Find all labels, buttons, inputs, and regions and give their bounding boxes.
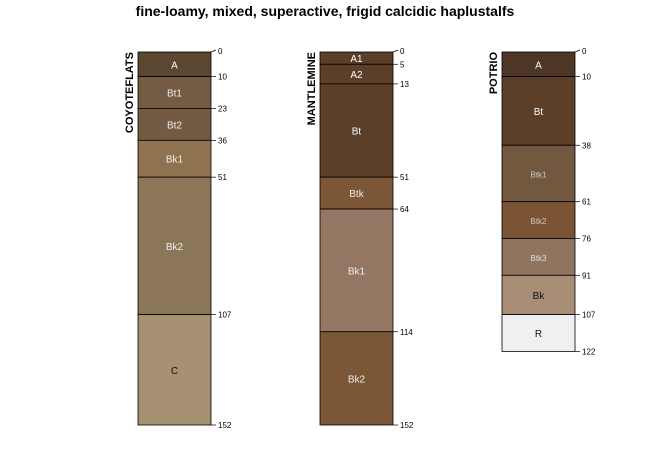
horizon-label: Bt bbox=[352, 127, 362, 138]
horizon-label: Bt bbox=[534, 107, 544, 118]
horizon-label: Bt2 bbox=[167, 120, 182, 131]
depth-label: 0 bbox=[218, 47, 223, 56]
depth-label: 122 bbox=[582, 347, 596, 356]
depth-label: 0 bbox=[582, 47, 587, 56]
depth-label: 10 bbox=[218, 73, 227, 82]
depth-label: 10 bbox=[582, 73, 591, 82]
horizon bbox=[137, 176, 212, 315]
horizon-label: Bk bbox=[533, 291, 546, 302]
horizon-label: Bk2 bbox=[348, 374, 366, 385]
depth-label: 36 bbox=[218, 136, 227, 145]
depth-label: 152 bbox=[218, 421, 232, 430]
depth-label: 38 bbox=[582, 141, 591, 150]
depth-label: 23 bbox=[218, 104, 227, 113]
profile-potrio: POTRIO A 0 10 Bt 38 Btk1 61 Btk2 76 Btk3 91 Bk 107 R 12… bbox=[488, 47, 596, 356]
depth-label: 152 bbox=[400, 421, 414, 430]
depth-label: 107 bbox=[582, 311, 596, 320]
depth-label: 91 bbox=[582, 271, 591, 280]
horizon-label: A2 bbox=[350, 70, 363, 81]
horizon bbox=[501, 274, 576, 315]
profile-mantlemine: MANTLEMINE A1 0 5 A2 13 Bt 51 Btk 64 Bk1 114 Bk2 152 bbox=[306, 47, 414, 430]
horizon-label: A1 bbox=[350, 54, 363, 65]
horizon bbox=[319, 208, 394, 333]
depth-label: 107 bbox=[218, 311, 232, 320]
horizon-label: Btk bbox=[349, 189, 364, 200]
horizon-label: Btk1 bbox=[530, 170, 547, 179]
horizon-label: Btk2 bbox=[530, 217, 547, 226]
profile-name: COYOTEFLATS bbox=[124, 52, 136, 133]
horizon bbox=[319, 176, 394, 210]
horizon bbox=[501, 314, 576, 352]
depth-label: 51 bbox=[218, 173, 227, 182]
horizon-label: A bbox=[535, 60, 542, 71]
horizon bbox=[319, 331, 394, 426]
depth-label: 0 bbox=[400, 47, 405, 56]
depth-label: 61 bbox=[582, 198, 591, 207]
profile-coyoteflats: COYOTEFLATS A 0 10 Bt1 23 Bt2 36 Bk1 51 Bk2 107 C 152 bbox=[124, 47, 232, 430]
depth-label: 64 bbox=[400, 205, 409, 214]
depth-label: 76 bbox=[582, 235, 591, 244]
horizon-label: R bbox=[535, 329, 542, 340]
depth-label: 13 bbox=[400, 80, 409, 89]
depth-tick bbox=[210, 49, 217, 53]
horizon-label: A bbox=[171, 60, 178, 71]
horizon bbox=[137, 51, 212, 77]
horizon-label: Bk2 bbox=[166, 242, 184, 253]
depth-tick bbox=[392, 49, 399, 53]
horizon bbox=[501, 144, 576, 203]
horizon bbox=[501, 51, 576, 77]
horizon bbox=[319, 83, 394, 178]
horizon-label: Btk3 bbox=[530, 254, 547, 263]
horizon-label: Bk1 bbox=[348, 266, 366, 277]
depth-label: 114 bbox=[400, 328, 413, 337]
horizon bbox=[501, 76, 576, 146]
depth-label: 51 bbox=[400, 173, 409, 182]
horizon-label: C bbox=[171, 366, 178, 377]
horizon bbox=[501, 238, 576, 276]
profile-name: MANTLEMINE bbox=[306, 52, 318, 125]
horizon-label: Bk1 bbox=[166, 155, 184, 166]
depth-label: 5 bbox=[400, 60, 405, 69]
horizon bbox=[501, 201, 576, 239]
depth-tick bbox=[574, 49, 581, 53]
horizon-label: Bt1 bbox=[167, 88, 182, 99]
horizon bbox=[137, 314, 212, 426]
chart-title: fine-loamy, mixed, superactive, frigid c… bbox=[135, 3, 515, 19]
profile-name: POTRIO bbox=[488, 52, 500, 95]
